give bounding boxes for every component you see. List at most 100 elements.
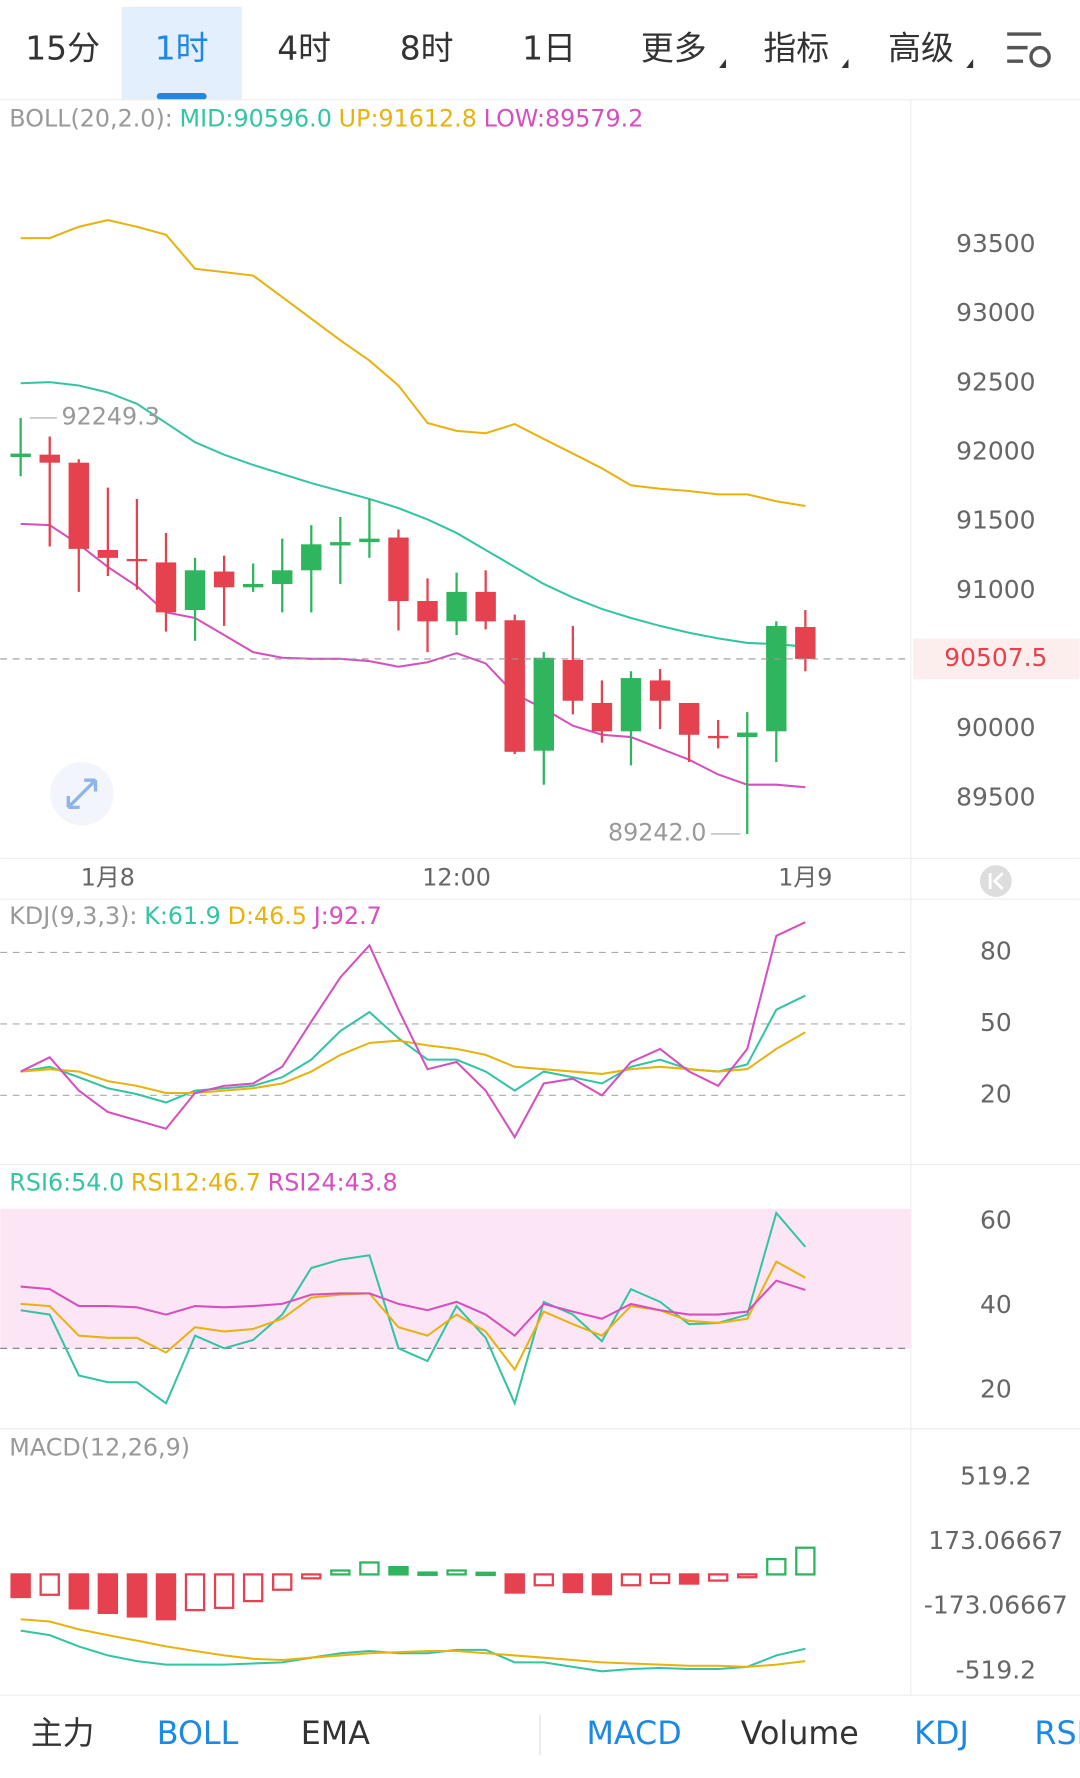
y-tick-label: 173.06667 — [928, 1526, 1063, 1555]
y-tick-label: 80 — [980, 936, 1012, 965]
candle-body — [68, 462, 89, 549]
candle-body — [504, 620, 525, 752]
candle-body — [359, 538, 380, 543]
candle-body — [737, 732, 758, 738]
macd-bar — [97, 1573, 119, 1615]
macd-bar — [766, 1557, 787, 1576]
x-tick-label: 1月9 — [778, 863, 832, 891]
candle-body — [155, 562, 177, 613]
indicator-tab[interactable]: RSI — [1034, 1716, 1080, 1752]
y-tick-label: 93500 — [956, 229, 1035, 258]
legend-item: RSI12:46.7 — [131, 1168, 261, 1196]
y-tick-label: 93000 — [956, 298, 1035, 327]
indicator-line — [20, 921, 806, 1140]
collapse-button[interactable] — [979, 865, 1012, 897]
indicator-line — [20, 1260, 806, 1372]
y-tick-label: 91000 — [956, 575, 1035, 604]
candle-body — [242, 584, 264, 588]
timeframe-tab[interactable]: 8时 — [400, 28, 454, 67]
y-tick-label: 50 — [980, 1008, 1012, 1037]
candle-body — [330, 542, 351, 546]
dropdown-triangle — [841, 58, 849, 69]
indicator-line — [20, 1031, 806, 1095]
macd-bar — [155, 1573, 177, 1621]
candle-body — [795, 627, 816, 659]
legend-item: J:92.7 — [312, 902, 382, 930]
selected-tab-bg — [121, 6, 242, 100]
candle-body — [649, 680, 671, 701]
macd-bar — [10, 1573, 31, 1599]
macd-bar — [330, 1569, 351, 1576]
macd-bar — [68, 1573, 89, 1610]
macd-bar — [591, 1573, 613, 1596]
x-tick-label: 12:00 — [422, 863, 491, 891]
indicator-tab[interactable]: Volume — [741, 1716, 859, 1752]
settings-icon[interactable] — [1007, 32, 1051, 68]
candle-body — [213, 571, 235, 588]
indicator-tab[interactable]: EMA — [301, 1716, 370, 1752]
indicator-line — [20, 994, 806, 1104]
y-tick-label: 40 — [980, 1290, 1012, 1319]
candle-body — [533, 657, 554, 751]
y-tick-label: 92000 — [956, 436, 1035, 465]
y-tick-label: 20 — [980, 1375, 1012, 1404]
timeframe-tab[interactable]: 4时 — [277, 28, 331, 67]
timeframe-tab[interactable]: 更多 — [641, 28, 707, 67]
macd-bar — [562, 1573, 584, 1594]
timeframe-tabs: 15分 1时 4时 8时 1日 更多 指标 高级 — [25, 6, 974, 100]
macd-bar — [649, 1573, 671, 1585]
y-tick-label: 91500 — [956, 506, 1035, 535]
indicator-tab[interactable]: MACD — [586, 1716, 681, 1752]
macd-bar — [533, 1573, 554, 1587]
timeframe-tab[interactable]: 1日 — [522, 28, 576, 67]
candle-body — [678, 702, 700, 735]
legend-item: LOW:89579.2 — [484, 105, 644, 133]
candle-body — [475, 591, 496, 622]
candle-body — [126, 558, 148, 562]
legend-item: BOLL(20,2.0): — [9, 105, 172, 133]
macd-bar — [126, 1573, 148, 1618]
indicator-tab[interactable]: BOLL — [157, 1716, 239, 1752]
macd-bar — [272, 1573, 293, 1591]
timeframe-tab[interactable]: 15分 — [25, 28, 100, 67]
indicator-tab[interactable]: KDJ — [914, 1716, 969, 1752]
y-tick-label: -173.06667 — [924, 1591, 1068, 1620]
candle-body — [97, 549, 119, 558]
plots: BOLL(20,2.0): MID:90596.0 UP:91612.8 LOW:89… — [0, 105, 1080, 1684]
last-price-label: 90507.5 — [944, 643, 1047, 672]
macd-bar — [707, 1573, 729, 1582]
macd-bar — [359, 1561, 380, 1576]
legend-item: KDJ(9,3,3): — [9, 902, 137, 930]
indicator-line — [20, 1618, 806, 1668]
macd-bar — [242, 1573, 264, 1603]
candle-body — [620, 678, 642, 732]
candle-body — [591, 702, 613, 732]
candle-body — [39, 454, 60, 463]
indicator-line — [20, 1279, 806, 1338]
last-price-box — [913, 638, 1080, 680]
y-tick-label: 90000 — [956, 713, 1035, 742]
macd-bar — [475, 1571, 496, 1577]
macd-bar — [417, 1571, 438, 1576]
indicator-tab[interactable]: 主力 — [31, 1716, 95, 1752]
legend-item: UP:91612.8 — [339, 105, 477, 133]
y-tick-label: 92500 — [956, 367, 1035, 396]
indicator-line — [20, 219, 806, 507]
candle-body — [766, 625, 787, 732]
indicator-tabs: 主力 BOLL EMA MACD Volume KDJ RSI — [31, 1714, 1080, 1756]
macd-bar — [795, 1546, 816, 1576]
candle-body — [301, 544, 322, 571]
y-tick-label: 519.2 — [960, 1461, 1031, 1490]
candle-body — [446, 591, 467, 622]
timeframe-tab[interactable]: 指标 — [763, 28, 829, 67]
y-tick-label: 60 — [980, 1205, 1012, 1234]
timeframe-tab[interactable]: 1时 — [155, 28, 209, 67]
max-label: 92249.3 — [61, 402, 159, 430]
timeframe-tab[interactable]: 高级 — [888, 28, 954, 67]
y-tick-label: 89500 — [956, 782, 1035, 811]
expand-button[interactable] — [50, 762, 114, 826]
indicator-line — [20, 522, 806, 789]
candle-body — [184, 570, 206, 611]
